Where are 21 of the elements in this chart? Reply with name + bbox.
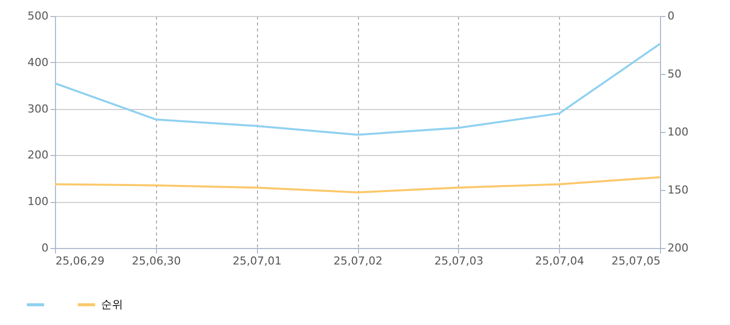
x-tick-label: 25,07,04: [535, 254, 584, 268]
line-series: [54, 176, 661, 194]
y2-tick-label: 50: [668, 68, 682, 80]
y2-tick-label: 200: [668, 242, 688, 254]
x-tick-label: 25,07,03: [434, 254, 484, 268]
x-tick-label: 25,06,29: [56, 254, 104, 268]
y2-tick-label: 100: [668, 126, 688, 138]
x-tick-label: 25,07,02: [334, 254, 382, 268]
y2-tick-label: 150: [668, 184, 688, 196]
y-tick-label: 400: [28, 56, 48, 69]
y-tick-label: 0: [42, 242, 48, 254]
y-tick-label: 500: [28, 10, 48, 22]
y-tick-label: 300: [28, 102, 48, 116]
line-series: [54, 42, 661, 136]
x-tick-label: 25,06,30: [132, 254, 181, 268]
y-tick-label: 100: [28, 195, 48, 208]
y-tick-label: 200: [28, 148, 48, 162]
y2-tick-label: 0: [668, 10, 674, 22]
x-tick-label: 25,07,01: [232, 254, 282, 268]
legend-label: 순위: [101, 298, 123, 311]
x-tick-label: 25,07,05: [612, 254, 660, 268]
